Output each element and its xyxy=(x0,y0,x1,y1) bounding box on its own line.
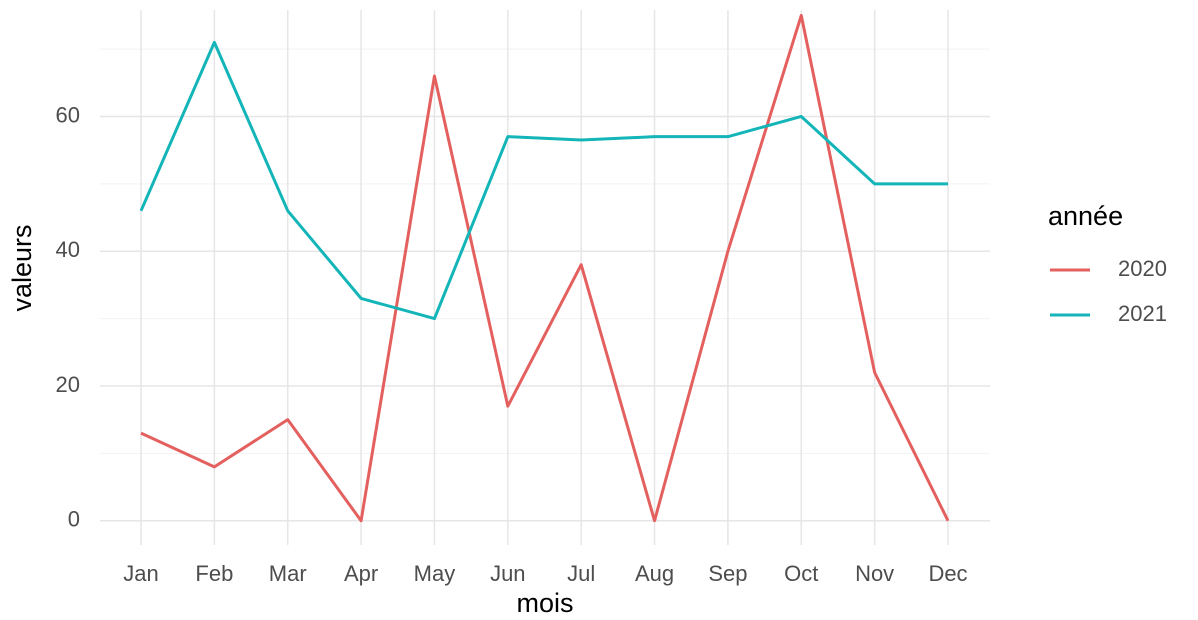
x-tick-label: Apr xyxy=(344,561,378,586)
y-axis-label: valeurs xyxy=(7,224,37,311)
legend-label: 2021 xyxy=(1118,301,1167,326)
y-tick-label: 60 xyxy=(56,102,80,127)
x-tick-label: Oct xyxy=(784,561,818,586)
legend-title: année xyxy=(1048,201,1123,231)
x-tick-label: May xyxy=(414,561,456,586)
legend-label: 2020 xyxy=(1118,256,1167,281)
x-tick-label: Jul xyxy=(567,561,595,586)
x-tick-label: Aug xyxy=(635,561,674,586)
x-tick-label: Jun xyxy=(490,561,525,586)
x-tick-label: Jan xyxy=(123,561,158,586)
x-tick-label: Mar xyxy=(269,561,307,586)
x-tick-label: Dec xyxy=(928,561,967,586)
y-tick-label: 40 xyxy=(56,237,80,262)
x-axis-label: mois xyxy=(516,588,573,618)
x-tick-label: Nov xyxy=(855,561,894,586)
x-tick-label: Feb xyxy=(195,561,233,586)
y-tick-label: 20 xyxy=(56,372,80,397)
line-series xyxy=(139,40,948,321)
line-series xyxy=(140,13,950,523)
x-tick-label: Sep xyxy=(708,561,747,586)
y-tick-label: 0 xyxy=(68,507,80,532)
